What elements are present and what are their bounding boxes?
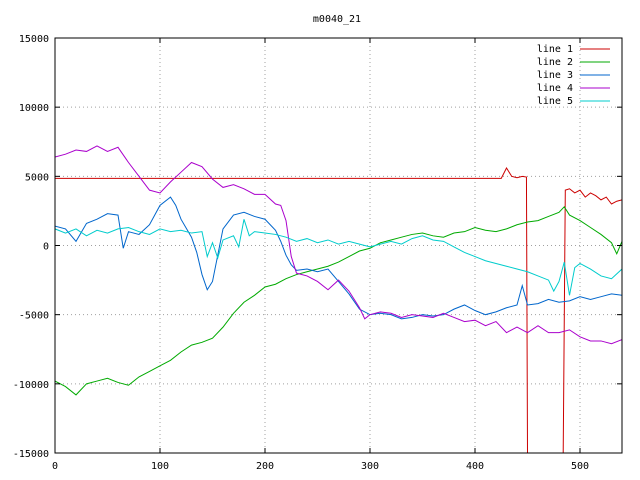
tick-labels: 0 100 200 300 400 500 -15000 -10000 -5000 0 5000 10…: [13, 34, 589, 472]
x-tick-label: 0: [52, 461, 58, 472]
series-line-2: [55, 205, 622, 396]
chart-title: m0040_21: [313, 14, 361, 25]
x-tick-label: 100: [151, 461, 169, 472]
legend: line 1 line 2 line 3 line 4 line 5: [537, 44, 610, 107]
legend-label-4: line 4: [537, 83, 573, 94]
y-tick-label: 5000: [25, 172, 49, 183]
series-line-3: [55, 196, 622, 320]
ticks: [54, 37, 622, 454]
y-tick-label: -10000: [13, 380, 49, 391]
x-tick-label: 300: [361, 461, 379, 472]
y-tick-label: -15000: [13, 449, 49, 460]
legend-label-1: line 1: [537, 44, 573, 55]
y-tick-label: 15000: [19, 34, 49, 45]
legend-label-5: line 5: [537, 96, 573, 107]
y-tick-label: 0: [43, 242, 49, 253]
legend-label-2: line 2: [537, 57, 573, 68]
series-line-5: [55, 219, 622, 296]
x-tick-label: 400: [466, 461, 484, 472]
y-tick-label: -5000: [19, 311, 49, 322]
legend-label-3: line 3: [537, 70, 573, 81]
series-group: [55, 145, 622, 453]
x-tick-label: 200: [256, 461, 274, 472]
x-tick-label: 500: [571, 461, 589, 472]
series-line-1: [55, 167, 622, 453]
y-tick-label: 10000: [19, 103, 49, 114]
series-line-4: [55, 145, 622, 345]
